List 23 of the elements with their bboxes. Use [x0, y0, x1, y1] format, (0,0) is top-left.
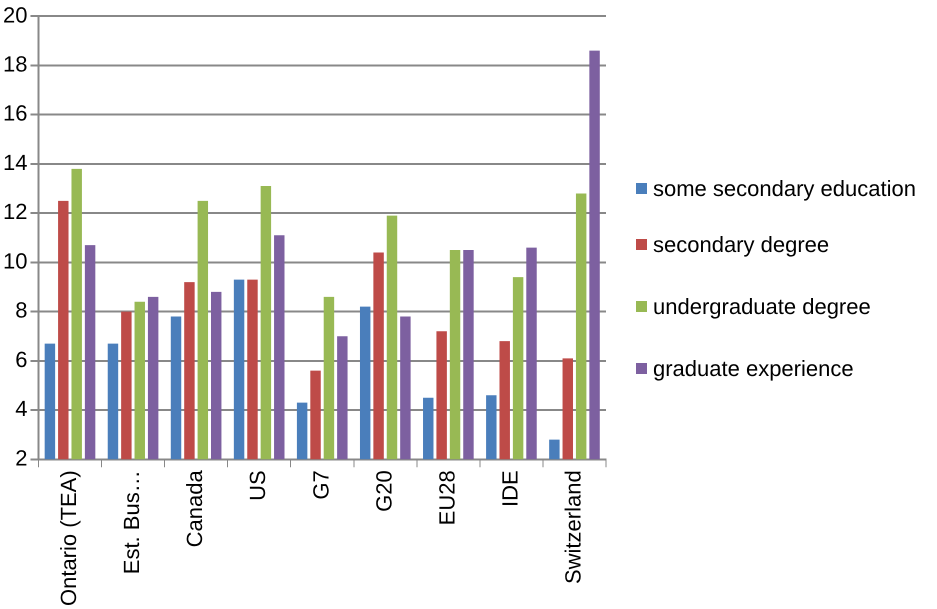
- x-tick-label: Est. Bus…: [119, 470, 144, 574]
- y-tick-label: 4: [15, 396, 28, 422]
- y-tick-label: 20: [2, 2, 28, 28]
- y-tick-label: 8: [15, 298, 28, 323]
- x-tick-label: G7: [308, 470, 334, 500]
- y-tick-label: 16: [2, 100, 28, 126]
- legend-label: graduate experience: [653, 355, 854, 383]
- x-tick-label: G20: [371, 470, 396, 512]
- x-tick-label: US: [245, 470, 270, 501]
- y-tick-label: 10: [2, 248, 28, 274]
- legend-label: secondary degree: [653, 231, 830, 259]
- y-tick-label: 18: [2, 51, 28, 76]
- legend-label: undergraduate degree: [653, 293, 871, 321]
- x-tick-label: Switzerland: [560, 470, 586, 584]
- y-tick-label: 14: [2, 150, 28, 175]
- y-tick-label: 6: [15, 346, 28, 372]
- x-tick-label: Canada: [182, 470, 208, 548]
- x-tick-label: EU28: [434, 470, 460, 526]
- y-tick-label: 2: [15, 445, 28, 470]
- y-tick-label: 12: [2, 199, 28, 224]
- legend-label: some secondary education: [653, 175, 916, 203]
- x-tick-label: IDE: [497, 470, 522, 507]
- x-tick-label: Ontario (TEA): [56, 470, 82, 606]
